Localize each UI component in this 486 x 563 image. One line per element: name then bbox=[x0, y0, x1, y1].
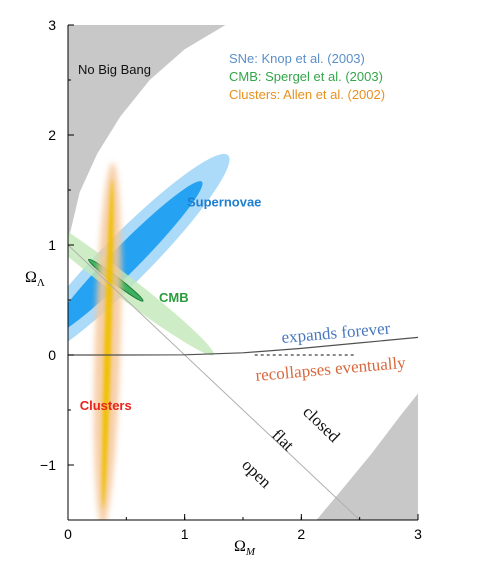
y-axis-label: ΩΛ bbox=[25, 269, 45, 289]
y-axis-label-symbol: Ω bbox=[25, 269, 37, 286]
legend-entry-clusters: Clusters: Allen et al. (2002) bbox=[229, 87, 385, 102]
supernovae-inner-contour bbox=[68, 181, 203, 336]
y-tick-label: 3 bbox=[48, 17, 56, 33]
x-axis-label-symbol: Ω bbox=[234, 538, 246, 555]
expands-forever-label: expands forever bbox=[281, 319, 392, 347]
open-label: open bbox=[238, 455, 275, 492]
y-tick-label: −1 bbox=[40, 457, 56, 473]
x-tick-label: 3 bbox=[414, 526, 422, 542]
closed-label: closed bbox=[299, 402, 344, 446]
clusters-label: Clusters bbox=[80, 398, 132, 413]
expansion-boundary-line bbox=[68, 336, 418, 356]
y-tick-label: 2 bbox=[48, 127, 56, 143]
x-tick-label: 1 bbox=[181, 526, 189, 542]
flat-line bbox=[68, 244, 361, 520]
recollapse-region bbox=[316, 393, 418, 520]
x-tick-label: 0 bbox=[64, 526, 72, 542]
supernovae-label: Supernovae bbox=[187, 195, 261, 210]
x-axis-label: ΩM bbox=[234, 538, 256, 558]
y-tick-label: 1 bbox=[48, 237, 56, 253]
x-axis-label-subscript: M bbox=[245, 546, 256, 558]
y-axis-label-subscript: Λ bbox=[37, 277, 45, 289]
legend-entry-sne: SNe: Knop et al. (2003) bbox=[229, 51, 365, 66]
legend-entry-cmb: CMB: Spergel et al. (2003) bbox=[229, 69, 383, 84]
y-tick-label: 0 bbox=[48, 347, 56, 363]
flat-label: flat bbox=[268, 425, 298, 455]
clusters-inner-contour bbox=[101, 179, 114, 509]
cmb-label: CMB bbox=[159, 290, 189, 305]
no-big-bang-region bbox=[68, 25, 226, 242]
recollapses-eventually-label: recollapses eventually bbox=[255, 353, 407, 385]
no-big-bang-label: No Big Bang bbox=[78, 62, 151, 77]
x-tick-label: 2 bbox=[297, 526, 305, 542]
